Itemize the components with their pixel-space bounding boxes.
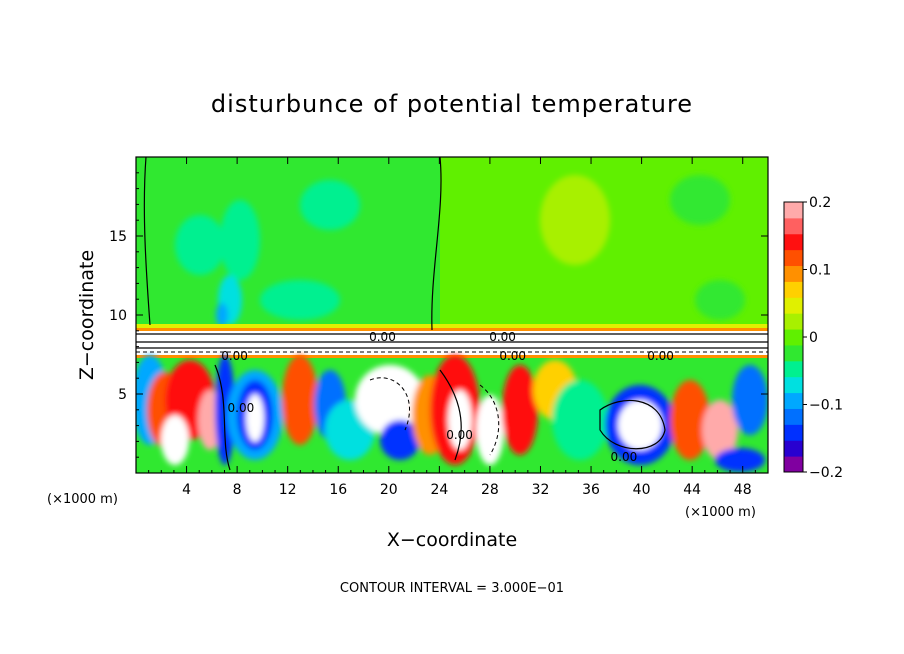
x-tick-label: 40 (633, 482, 651, 498)
x-tick-label: 48 (734, 482, 752, 498)
colorbar-swatch (784, 408, 803, 425)
contour-value-label: 0.00 (489, 330, 516, 344)
y-axis: 5 10 15 (109, 172, 768, 458)
contour-lines (136, 157, 768, 471)
x-axis: 4 8 12 16 20 24 28 32 36 40 44 48 (148, 157, 756, 498)
colorbar-swatch (784, 344, 803, 362)
colorbar-swatch (784, 249, 803, 267)
contour-value-label: 0.00 (611, 450, 638, 464)
contour-value-label: 0.00 (221, 349, 248, 363)
y-axis-title: Z−coordinate (76, 250, 98, 380)
x-tick-label: 36 (582, 482, 600, 498)
y-tick-label: 10 (109, 308, 127, 324)
contour-line (431, 157, 442, 331)
y-tick-label: 15 (109, 229, 127, 245)
colorbar: 0.2 0.1 0 −0.1 −0.2 (783, 195, 843, 481)
contour-value-label: 0.00 (369, 330, 396, 344)
upper-field-variations (175, 175, 745, 327)
colorbar-swatch (784, 456, 803, 473)
colorbar-swatch (784, 297, 803, 314)
colorbar-swatch (784, 424, 803, 441)
colorbar-tick-label: 0.1 (809, 263, 831, 279)
colorbar-swatch (784, 392, 803, 409)
contour-line (369, 377, 410, 431)
x-tick-label: 32 (532, 482, 550, 498)
colorbar-swatch (784, 376, 803, 394)
lower-field-eddies (136, 355, 768, 472)
x-tick-label: 20 (380, 482, 398, 498)
x-tick-label: 8 (233, 482, 242, 498)
contour-line (136, 333, 768, 349)
contour-line (214, 364, 231, 471)
x-tick-label: 28 (481, 482, 499, 498)
contour-value-label: 0.00 (228, 401, 255, 415)
colorbar-swatch (784, 360, 803, 378)
x-axis-title: X−coordinate (387, 529, 517, 551)
colorbar-tick-label: −0.2 (809, 465, 843, 481)
contour-value-label: 0.00 (446, 428, 473, 442)
x-tick-label: 4 (182, 482, 191, 498)
contour-line (479, 384, 500, 456)
y-tick-label: 5 (118, 387, 127, 403)
contour-lines-negative (136, 351, 768, 456)
colorbar-swatch (784, 265, 803, 282)
colorbar-swatch (784, 329, 803, 346)
x-tick-label: 16 (329, 482, 347, 498)
colorbar-swatch (784, 217, 803, 235)
plot-area (136, 157, 768, 473)
colorbar-tick-label: 0.2 (809, 195, 831, 211)
colorbar-swatch (784, 281, 803, 298)
chart-title: disturbunce of potential temperature (211, 90, 693, 118)
colorbar-swatch (784, 313, 803, 330)
contour-value-label: 0.00 (647, 349, 674, 363)
contour-value-label: 0.00 (499, 349, 526, 363)
x-tick-label: 44 (683, 482, 701, 498)
x-tick-label: 24 (430, 482, 448, 498)
x-unit-label-right: (×1000 m) (685, 505, 756, 520)
contour-line (439, 369, 462, 461)
colorbar-swatch (784, 202, 803, 219)
x-unit-label: (×1000 m) (47, 492, 118, 507)
contour-line (599, 399, 666, 450)
contour-labels: 0.00 0.00 0.00 0.00 0.00 0.00 0.00 0.00 (221, 330, 674, 464)
colorbar-swatch (784, 440, 803, 457)
colorbar-tick-label: 0 (809, 330, 818, 346)
x-tick-label: 12 (279, 482, 297, 498)
colorbar-tick-label: −0.1 (809, 398, 843, 414)
colorbar-swatch (784, 233, 803, 251)
contour-line (143, 157, 151, 326)
contour-interval-note: CONTOUR INTERVAL = 3.000E−01 (340, 581, 564, 596)
